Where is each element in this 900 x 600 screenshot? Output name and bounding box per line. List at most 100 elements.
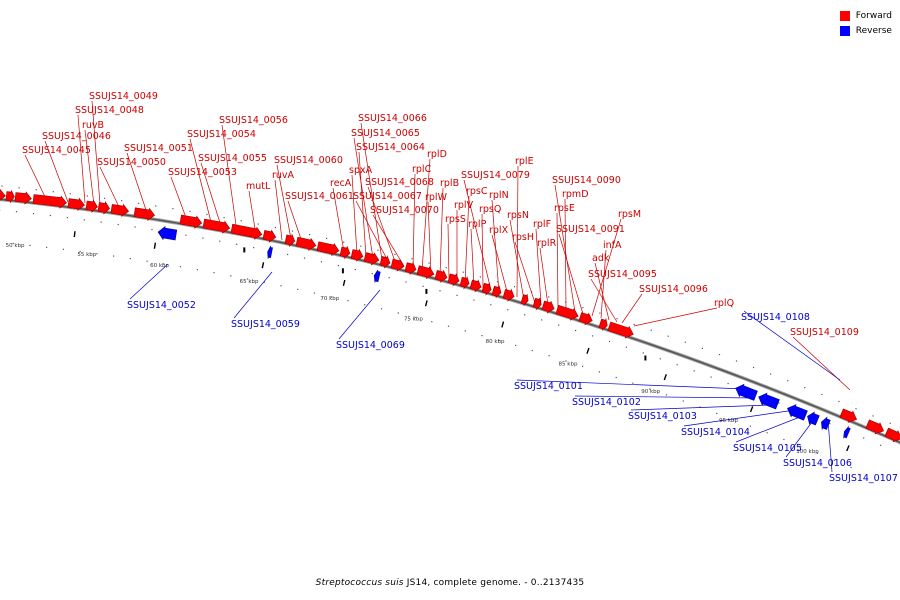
reverse-gene-label: SSUJS14_0105 bbox=[733, 443, 802, 454]
scale-dot bbox=[274, 226, 276, 229]
scale-dot bbox=[394, 253, 396, 255]
forward-gene-label: SSUJS14_0048 bbox=[75, 105, 144, 116]
reverse-gene-label: SSUJS14_0102 bbox=[572, 397, 641, 408]
leader-line bbox=[470, 228, 475, 287]
scale-dot bbox=[196, 269, 198, 271]
scale-dot bbox=[103, 197, 106, 199]
forward-gene-label: SSUJS14_0070 bbox=[370, 205, 439, 216]
scale-dot bbox=[633, 323, 635, 325]
scale-dot bbox=[507, 309, 509, 311]
scale-dot bbox=[710, 376, 712, 378]
legend-item-forward: Forward bbox=[839, 8, 892, 23]
scale-dot bbox=[665, 394, 668, 396]
scale-dot bbox=[414, 316, 416, 318]
scale-dot bbox=[428, 262, 430, 264]
forward-gene-label: SSUJS14_0109 bbox=[790, 327, 859, 338]
scale-dot bbox=[138, 202, 140, 204]
scale-tick bbox=[261, 262, 265, 269]
scale-dot bbox=[360, 245, 362, 247]
scale-dot bbox=[62, 248, 64, 250]
forward-gene-arrow bbox=[520, 294, 529, 306]
forward-gene-label: rplF bbox=[533, 219, 551, 230]
scale-dot bbox=[616, 318, 618, 320]
forward-gene-arrow bbox=[598, 317, 608, 331]
scale-dot bbox=[86, 195, 88, 197]
scale-dot bbox=[15, 211, 18, 213]
scale-dot bbox=[343, 241, 345, 243]
scale-dot bbox=[257, 223, 259, 225]
forward-gene-label: rplW bbox=[425, 192, 448, 203]
leader-line bbox=[412, 173, 416, 270]
forward-gene-label: SSUJS14_0090 bbox=[552, 175, 621, 186]
forward-gene-label: SSUJS14_0054 bbox=[187, 129, 256, 140]
scale-dot bbox=[309, 234, 311, 236]
forward-gene-label: SSUJS14_0045 bbox=[22, 145, 91, 156]
scale-dot bbox=[388, 277, 390, 279]
legend: Forward Reverse bbox=[839, 8, 892, 38]
scale-dot bbox=[863, 437, 865, 439]
forward-gene-arrow bbox=[133, 207, 156, 221]
forward-gene-arrow bbox=[363, 252, 380, 266]
leader-line bbox=[463, 179, 492, 291]
leader-line bbox=[338, 289, 381, 340]
leader-line bbox=[827, 419, 833, 473]
reverse-swatch bbox=[839, 25, 850, 36]
scale-dot bbox=[598, 371, 600, 373]
scale-dot bbox=[800, 445, 802, 447]
leader-line bbox=[683, 409, 796, 427]
forward-gene-arrow bbox=[0, 188, 6, 201]
scale-dot bbox=[693, 370, 695, 372]
scale-dot bbox=[541, 319, 543, 321]
minor-feature bbox=[243, 247, 246, 253]
leader-line bbox=[591, 218, 622, 317]
scale-dot bbox=[280, 285, 282, 287]
scale-dot bbox=[749, 425, 751, 427]
gene-features bbox=[0, 188, 900, 443]
scale-dot bbox=[753, 366, 755, 369]
scale-dot bbox=[699, 406, 701, 408]
forward-gene-label: SSUJS14_0066 bbox=[358, 113, 427, 124]
leader-line bbox=[556, 212, 559, 309]
forward-gene-arrow bbox=[459, 275, 470, 290]
leader-line bbox=[491, 234, 509, 296]
scale-dot bbox=[117, 223, 119, 226]
forward-gene-arrow bbox=[481, 281, 492, 296]
reverse-gene-arrow bbox=[157, 225, 178, 241]
scale-label: 65 kbp bbox=[240, 279, 259, 285]
scale-tick bbox=[846, 445, 850, 452]
scale-label: 90 kbp bbox=[641, 389, 660, 395]
scale-dot bbox=[263, 281, 265, 283]
scale-label: 100 kbp bbox=[796, 449, 819, 455]
scale-tick bbox=[342, 279, 346, 286]
forward-gene-arrow bbox=[434, 269, 448, 283]
forward-gene-label: rplR bbox=[537, 238, 557, 249]
scale-dot bbox=[223, 217, 225, 219]
forward-gene-arrow bbox=[491, 285, 502, 298]
forward-gene-arrow bbox=[14, 191, 32, 205]
reverse-gene-arrow bbox=[373, 269, 381, 283]
leader-line bbox=[353, 137, 374, 259]
scale-dot bbox=[464, 330, 466, 332]
forward-gene-arrow bbox=[179, 214, 203, 229]
leader-line bbox=[439, 187, 444, 277]
leader-line bbox=[514, 241, 536, 304]
leader-line bbox=[785, 417, 816, 458]
scale-dot bbox=[364, 304, 366, 306]
scale-dot bbox=[676, 364, 678, 366]
scale-dot bbox=[456, 294, 458, 296]
scale-dot bbox=[411, 258, 413, 260]
forward-gene-arrow bbox=[32, 194, 67, 209]
leader-line bbox=[574, 395, 756, 399]
forward-gene-label: rpsQ bbox=[479, 204, 501, 215]
scale-dot bbox=[206, 213, 208, 216]
reverse-gene-arrow bbox=[758, 392, 780, 410]
leader-line bbox=[332, 187, 345, 253]
scale-dot bbox=[615, 376, 617, 379]
leader-line bbox=[516, 165, 519, 298]
scale-dot bbox=[479, 276, 481, 278]
scale-dot bbox=[850, 466, 852, 468]
reverse-gene-label: SSUJS14_0101 bbox=[514, 381, 583, 392]
leader-line bbox=[421, 158, 431, 272]
forward-gene-arrow bbox=[404, 261, 417, 275]
leader-line bbox=[594, 262, 610, 321]
